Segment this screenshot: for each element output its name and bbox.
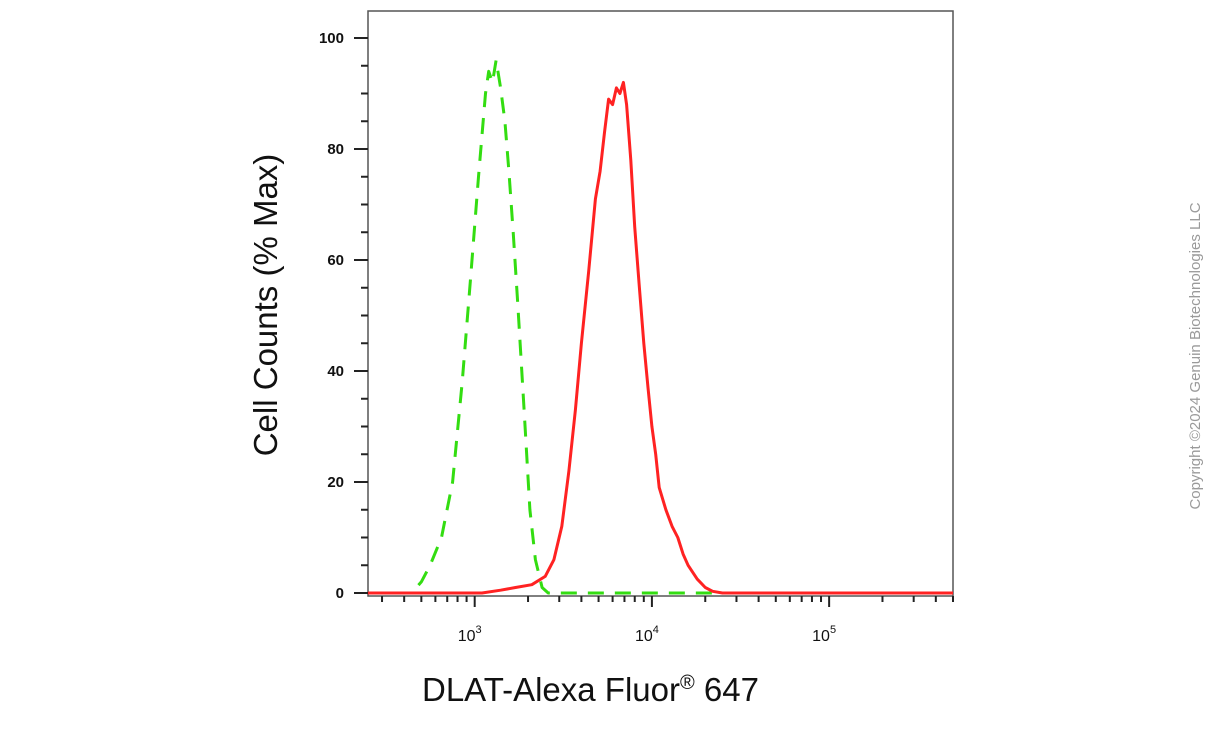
x-axis-title-registered: ® [680,672,695,694]
x-axis-title-main: DLAT-Alexa Fluor [422,671,680,708]
x-tick-base: 10 [812,628,830,645]
y-axis-title: Cell Counts (% Max) [247,154,284,457]
plot-frame [367,10,954,597]
y-axis: 0 20 40 60 80 100 [319,30,368,602]
x-axis-title: DLAT-Alexa Fluor® 647 [422,671,759,708]
x-tick-base: 10 [635,628,653,645]
y-tick-label: 0 [336,585,344,602]
x-tick-label: 105 [812,624,836,645]
x-tick-base: 10 [458,628,476,645]
y-tick-label: 60 [327,252,344,269]
x-tick-exponent: 5 [830,624,836,636]
x-tick-label: 104 [635,624,659,645]
x-tick-exponent: 3 [476,624,482,636]
series-line-2 [368,80,953,595]
y-tick-label: 40 [327,363,344,380]
copyright-text: Copyright ©2024 Genuin Biotechnologies L… [1187,202,1204,509]
x-tick-exponent: 4 [653,624,659,636]
y-tick-label: 80 [327,141,344,158]
y-tick-label: 20 [327,474,344,491]
x-axis-title-number: 647 [695,671,759,708]
series-layer [368,58,953,595]
x-tick-label: 103 [458,624,482,645]
series-line-1 [368,58,953,595]
x-axis: 103 104 105 [381,596,954,645]
y-tick-label: 100 [319,30,344,47]
